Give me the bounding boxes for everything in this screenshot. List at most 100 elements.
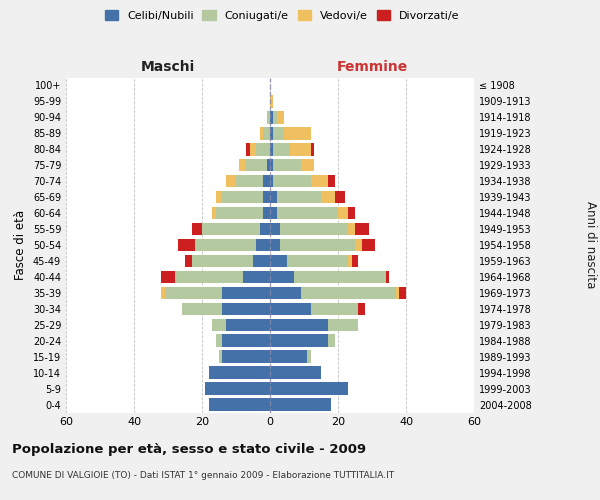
- Bar: [270, 286, 301, 299]
- Bar: [335, 191, 345, 203]
- Bar: [311, 143, 314, 156]
- Bar: [256, 239, 270, 251]
- Bar: [287, 254, 348, 267]
- Bar: [348, 207, 355, 220]
- Bar: [274, 143, 290, 156]
- Bar: [328, 334, 335, 347]
- Bar: [223, 334, 270, 347]
- Bar: [202, 223, 260, 235]
- Bar: [260, 127, 263, 140]
- Bar: [161, 270, 175, 283]
- Bar: [280, 223, 348, 235]
- Bar: [178, 239, 195, 251]
- Bar: [223, 350, 270, 363]
- Bar: [164, 286, 223, 299]
- Bar: [274, 175, 311, 188]
- Bar: [161, 286, 164, 299]
- Text: Maschi: Maschi: [141, 60, 195, 74]
- Bar: [270, 254, 287, 267]
- Bar: [215, 334, 223, 347]
- Text: Popolazione per età, sesso e stato civile - 2009: Popolazione per età, sesso e stato civil…: [12, 442, 366, 456]
- Bar: [270, 143, 274, 156]
- Legend: Celibi/Nubili, Coniugati/e, Vedovi/e, Divorzati/e: Celibi/Nubili, Coniugati/e, Vedovi/e, Di…: [100, 6, 464, 25]
- Bar: [311, 302, 358, 315]
- Bar: [270, 350, 307, 363]
- Bar: [277, 207, 338, 220]
- Y-axis label: Fasce di età: Fasce di età: [14, 210, 27, 280]
- Bar: [260, 223, 270, 235]
- Bar: [358, 302, 365, 315]
- Bar: [294, 270, 386, 283]
- Bar: [274, 111, 277, 124]
- Bar: [284, 127, 311, 140]
- Bar: [236, 175, 263, 188]
- Bar: [270, 111, 274, 124]
- Bar: [355, 223, 368, 235]
- Bar: [301, 286, 396, 299]
- Bar: [277, 111, 284, 124]
- Bar: [270, 95, 274, 108]
- Bar: [328, 175, 335, 188]
- Bar: [239, 159, 246, 172]
- Bar: [270, 223, 280, 235]
- Bar: [226, 318, 270, 331]
- Bar: [223, 302, 270, 315]
- Bar: [352, 254, 358, 267]
- Bar: [311, 175, 328, 188]
- Bar: [185, 254, 192, 267]
- Bar: [205, 382, 270, 395]
- Bar: [212, 318, 226, 331]
- Bar: [355, 239, 362, 251]
- Bar: [223, 286, 270, 299]
- Bar: [270, 318, 328, 331]
- Bar: [263, 191, 270, 203]
- Bar: [270, 398, 331, 410]
- Bar: [386, 270, 389, 283]
- Bar: [209, 398, 270, 410]
- Bar: [209, 366, 270, 379]
- Bar: [175, 270, 243, 283]
- Text: Femmine: Femmine: [337, 60, 407, 74]
- Bar: [192, 254, 253, 267]
- Bar: [182, 302, 223, 315]
- Bar: [226, 175, 236, 188]
- Bar: [246, 159, 266, 172]
- Bar: [270, 366, 321, 379]
- Bar: [307, 350, 311, 363]
- Bar: [277, 191, 321, 203]
- Bar: [270, 207, 277, 220]
- Bar: [301, 159, 314, 172]
- Text: Anni di nascita: Anni di nascita: [584, 202, 597, 288]
- Bar: [396, 286, 399, 299]
- Bar: [195, 239, 256, 251]
- Bar: [263, 175, 270, 188]
- Bar: [270, 334, 328, 347]
- Bar: [219, 350, 223, 363]
- Bar: [256, 143, 270, 156]
- Bar: [338, 207, 348, 220]
- Bar: [280, 239, 355, 251]
- Bar: [399, 286, 406, 299]
- Bar: [270, 382, 348, 395]
- Bar: [270, 239, 280, 251]
- Bar: [266, 111, 270, 124]
- Bar: [192, 223, 202, 235]
- Bar: [243, 270, 270, 283]
- Bar: [270, 127, 274, 140]
- Bar: [266, 159, 270, 172]
- Bar: [250, 143, 256, 156]
- Bar: [290, 143, 311, 156]
- Bar: [362, 239, 376, 251]
- Bar: [223, 191, 263, 203]
- Bar: [270, 270, 294, 283]
- Bar: [253, 254, 270, 267]
- Bar: [328, 318, 358, 331]
- Bar: [348, 223, 355, 235]
- Bar: [270, 175, 274, 188]
- Bar: [215, 191, 223, 203]
- Bar: [263, 127, 270, 140]
- Bar: [348, 254, 352, 267]
- Bar: [321, 191, 335, 203]
- Bar: [263, 207, 270, 220]
- Bar: [246, 143, 250, 156]
